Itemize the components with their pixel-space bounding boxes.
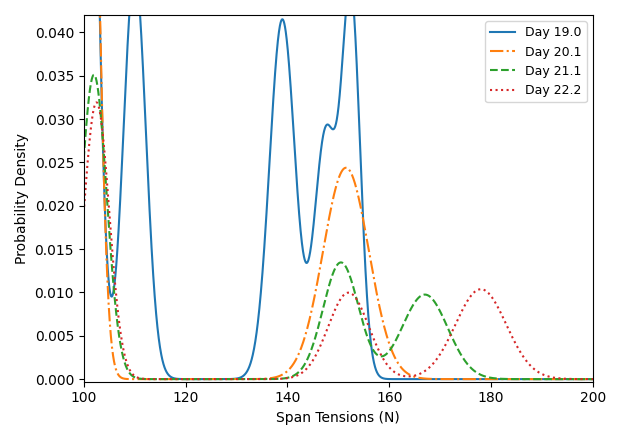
- Day 21.1: [276, 376, 283, 381]
- Day 20.1: [65, 312, 72, 317]
- Day 20.1: [615, 377, 621, 382]
- Day 19.0: [276, 26, 283, 31]
- Day 21.1: [604, 377, 612, 382]
- Day 20.1: [545, 377, 552, 382]
- Day 21.1: [128, 372, 135, 378]
- Legend: Day 19.0, Day 20.1, Day 21.1, Day 22.2: Day 19.0, Day 20.1, Day 21.1, Day 22.2: [485, 21, 587, 102]
- Day 22.2: [545, 374, 553, 379]
- X-axis label: Span Tensions (N): Span Tensions (N): [276, 411, 400, 425]
- Day 21.1: [545, 377, 552, 382]
- Day 19.0: [160, 363, 168, 369]
- Day 21.1: [90, 72, 97, 77]
- Day 22.2: [276, 376, 283, 381]
- Line: Day 19.0: Day 19.0: [68, 0, 619, 379]
- Day 22.2: [128, 370, 135, 375]
- Day 19.0: [604, 377, 612, 382]
- Day 22.2: [615, 377, 621, 382]
- Day 22.2: [191, 377, 199, 382]
- Day 20.1: [604, 377, 612, 382]
- Day 19.0: [545, 377, 552, 382]
- Day 22.2: [300, 369, 307, 374]
- Line: Day 22.2: Day 22.2: [68, 103, 619, 379]
- Y-axis label: Probability Density: Probability Density: [15, 133, 29, 264]
- Day 20.1: [160, 377, 168, 382]
- Day 22.2: [604, 377, 612, 382]
- Day 20.1: [128, 377, 135, 382]
- Day 20.1: [299, 339, 307, 344]
- Day 22.2: [65, 352, 72, 357]
- Day 19.0: [615, 377, 621, 382]
- Line: Day 20.1: Day 20.1: [68, 0, 619, 379]
- Day 19.0: [299, 251, 307, 256]
- Day 21.1: [615, 377, 621, 382]
- Day 21.1: [65, 335, 72, 341]
- Day 22.2: [160, 377, 168, 382]
- Day 21.1: [160, 377, 168, 382]
- Day 20.1: [276, 373, 283, 378]
- Line: Day 21.1: Day 21.1: [68, 75, 619, 379]
- Day 21.1: [299, 364, 307, 369]
- Day 22.2: [93, 100, 100, 105]
- Day 19.0: [65, 315, 72, 320]
